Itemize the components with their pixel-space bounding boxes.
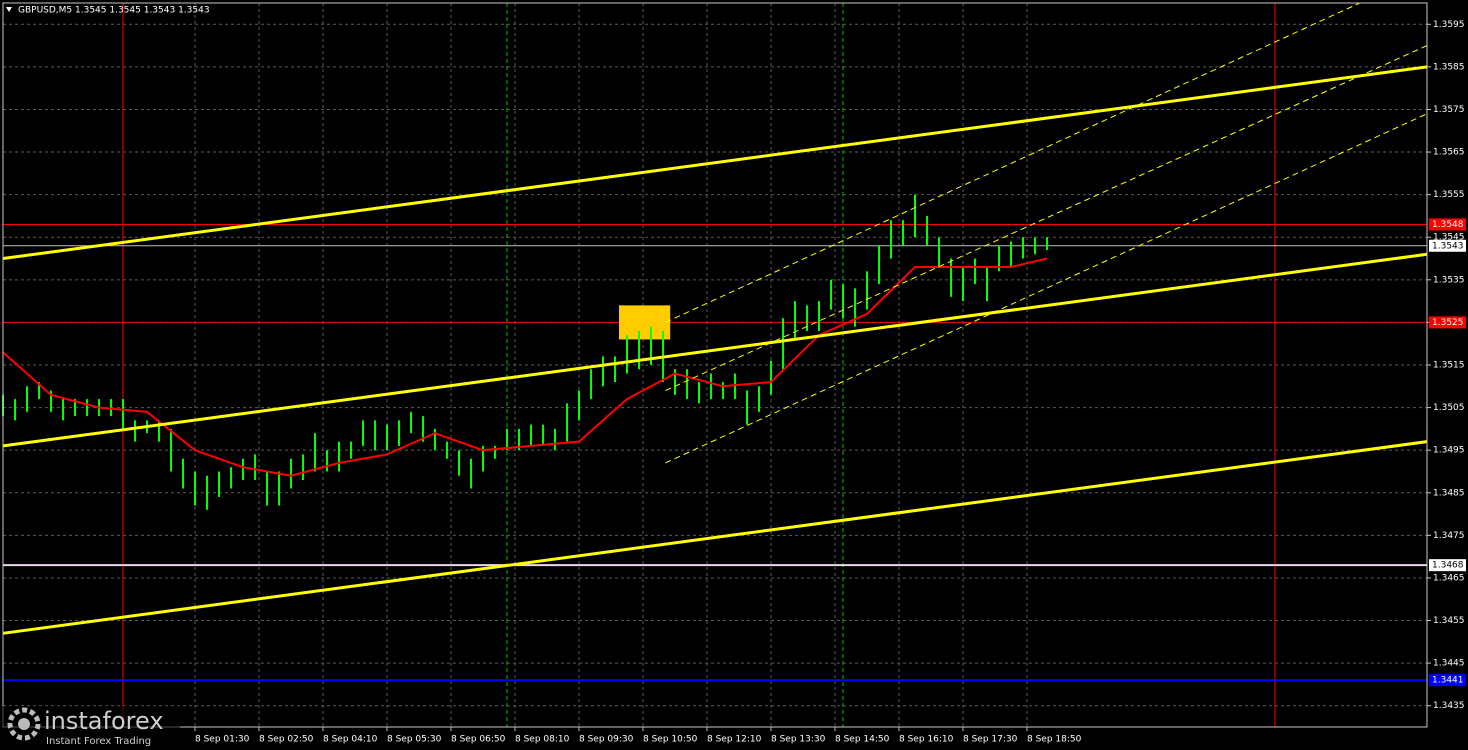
x-tick-label: 8 Sep 14:50 (835, 735, 890, 745)
watermark-logo-core (18, 718, 30, 730)
x-tick-label: 8 Sep 06:50 (451, 735, 506, 745)
x-tick-label: 8 Sep 04:10 (323, 735, 378, 745)
level-label-bg (1429, 239, 1466, 252)
trend-line (2, 440, 1428, 635)
y-tick-label: 1.3485 (1433, 488, 1465, 498)
level-label-bg (1429, 559, 1466, 572)
y-tick-label: 1.3465 (1433, 573, 1465, 583)
level-label: 1.3525 (1432, 318, 1464, 328)
y-tick-label: 1.3445 (1433, 659, 1465, 669)
x-tick-label: 8 Sep 18:50 (1027, 735, 1082, 745)
moving-average (2, 257, 1048, 477)
watermark-tagline: Instant Forex Trading (46, 736, 151, 747)
rectangle (619, 305, 671, 340)
level-label: 1.3441 (1432, 676, 1464, 686)
y-tick-label: 1.3575 (1433, 105, 1465, 115)
watermark: instaforex Instant Forex Trading (0, 706, 180, 750)
y-tick-label: 1.3565 (1433, 148, 1465, 158)
grid (3, 3, 1427, 727)
y-tick-label: 1.3515 (1433, 361, 1465, 371)
chart-title: GBPUSD,M5 1.3545 1.3545 1.3543 1.3543 (18, 6, 210, 16)
title-arrow (6, 7, 12, 12)
level-label: 1.3468 (1432, 561, 1464, 571)
y-tick-label: 1.3435 (1433, 701, 1465, 711)
x-tick-label: 8 Sep 01:30 (195, 735, 250, 745)
y-tick-label: 1.3475 (1433, 531, 1465, 541)
level-label: 1.3543 (1432, 241, 1464, 251)
trend-line (2, 252, 1428, 448)
x-tick-label: 8 Sep 16:10 (899, 735, 954, 745)
x-tick-label: 8 Sep 02:50 (259, 735, 314, 745)
trend-line (2, 65, 1428, 261)
watermark-name: instaforex (44, 707, 164, 735)
y-tick-label: 1.3585 (1433, 62, 1465, 72)
x-tick-label: 8 Sep 09:30 (579, 735, 634, 745)
x-tick-label: 8 Sep 13:30 (771, 735, 826, 745)
watermark-logo (7, 707, 41, 741)
x-tick-label: 8 Sep 12:10 (707, 735, 762, 745)
plot (2, 2, 1428, 727)
level-label-bg (1429, 674, 1466, 687)
x-tick-label: 8 Sep 17:30 (963, 735, 1018, 745)
y-tick-label: 1.3505 (1433, 403, 1465, 413)
axes: 1.3435 1.3445 1.3455 1.3465 1.3475 1.3485 1.34… (194, 20, 1466, 745)
x-tick-label: 8 Sep 08:10 (515, 735, 570, 745)
y-tick-label: 1.3595 (1433, 20, 1465, 30)
y-tick-label: 1.3555 (1433, 190, 1465, 200)
trend-line (665, 2, 1361, 323)
x-tick-label: 8 Sep 05:30 (387, 735, 442, 745)
level-label-bg (1429, 218, 1466, 231)
x-tick-label: 8 Sep 10:50 (643, 735, 698, 745)
level-label: 1.3548 (1432, 220, 1464, 230)
y-tick-label: 1.3545 (1433, 233, 1465, 243)
y-tick-label: 1.3495 (1433, 446, 1465, 456)
level-label-bg (1429, 316, 1466, 329)
y-tick-label: 1.3455 (1433, 616, 1465, 626)
y-tick-label: 1.3535 (1433, 275, 1465, 285)
